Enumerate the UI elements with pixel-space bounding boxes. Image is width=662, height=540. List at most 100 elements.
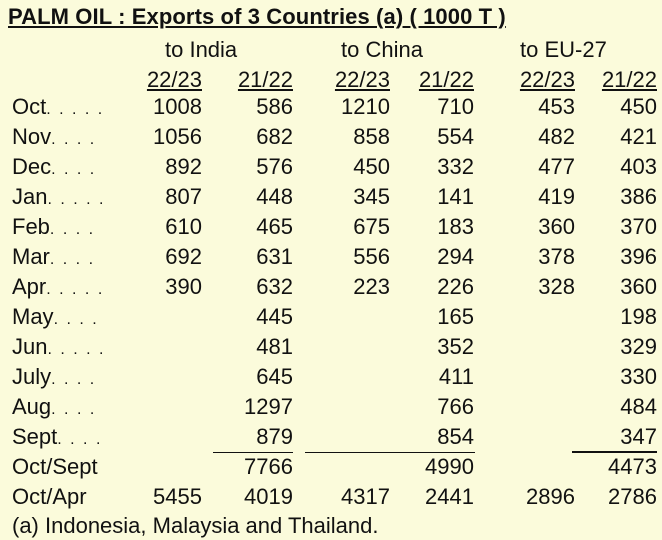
table-cell: 692 [165, 244, 202, 269]
table-row: Jan. . . . . 807 448 345 141 419 386 [0, 184, 662, 214]
table-cell: 328 [538, 274, 575, 299]
subheader-eu27-2122: 21/22 [601, 67, 657, 92]
table-cell: 484 [620, 394, 657, 419]
table-cell: 1210 [341, 94, 390, 119]
table-cell: 226 [437, 274, 474, 299]
subheader-india-2223: 22/23 [146, 67, 202, 92]
table-cell: 352 [437, 334, 474, 359]
table-row: July. . . . 645 411 330 [0, 364, 662, 394]
row-label-dots: . . . . . [46, 281, 105, 298]
group-header-india: to India [165, 37, 238, 62]
row-label-dots: . . . . . [47, 191, 106, 208]
subheader-india-2122: 21/22 [237, 67, 293, 92]
table-cell: 141 [437, 184, 474, 209]
table-row: Aug. . . . 1297 766 484 [0, 394, 662, 424]
table-cell: 586 [256, 94, 293, 119]
table-cell: 332 [437, 154, 474, 179]
table-cell: 482 [538, 124, 575, 149]
row-label-text: Mar [12, 244, 50, 269]
row-label-text: Dec [12, 154, 52, 179]
table-cell: 892 [165, 154, 202, 179]
table-cell: 554 [437, 124, 474, 149]
row-label-dots: . . . . [51, 161, 97, 178]
table-row: Oct. . . . . 1008 586 1210 710 453 450 [0, 94, 662, 124]
table-row: Oct/Apr 5455 4019 4317 2441 2896 2786 [0, 484, 662, 514]
table-cell: 390 [165, 274, 202, 299]
table-cell: 370 [620, 214, 657, 239]
row-label-dots: . . . . [57, 431, 103, 448]
table-row: Feb. . . . 610 465 675 183 360 370 [0, 214, 662, 244]
table-row: Oct/Sept 7766 4990 4473 [0, 454, 662, 484]
table-cell: 396 [620, 244, 657, 269]
subheader-china-2122: 21/22 [418, 67, 474, 92]
row-label-text: Aug [12, 394, 52, 419]
table-cell: 450 [620, 94, 657, 119]
table-row: May. . . . 445 165 198 [0, 304, 662, 334]
row-label-dots: . . . . [51, 401, 97, 418]
row-label: May. . . . [12, 304, 99, 330]
row-label-text: Jun [12, 334, 48, 359]
group-header-china: to China [341, 37, 423, 62]
table-cell: 411 [438, 364, 474, 389]
table-cell: 421 [620, 124, 657, 149]
subheader-china-2223: 22/23 [334, 67, 390, 92]
table-cell: 1297 [244, 394, 293, 419]
group-header-eu27: to EU-27 [520, 37, 607, 62]
table-cell: 5455 [153, 484, 202, 509]
table-cell: 360 [538, 214, 575, 239]
table-cell: 386 [620, 184, 657, 209]
table-row: Apr. . . . . 390 632 223 226 328 360 [0, 274, 662, 304]
table-cell: 4317 [341, 484, 390, 509]
row-label-text: July [12, 364, 52, 389]
row-label-text: Feb [12, 214, 50, 239]
table-cell: 477 [538, 154, 575, 179]
table-cell: 1056 [153, 124, 202, 149]
table-cell: 345 [353, 184, 390, 209]
table-cell: 329 [620, 334, 657, 359]
row-label-text: Jan [12, 184, 48, 209]
row-label-dots: . . . . [49, 251, 96, 268]
row-label-dots: . . . . [49, 221, 96, 238]
total-rule-eu27 [572, 451, 657, 453]
table-cell: 682 [256, 124, 293, 149]
table-cell: 481 [256, 334, 293, 359]
subheader-eu27-2223: 22/23 [519, 67, 575, 92]
row-label-text: May [12, 304, 54, 329]
table-cell: 223 [353, 274, 390, 299]
row-label: Oct. . . . . [12, 94, 104, 120]
row-label-text: Sept [12, 424, 58, 449]
table-cell: 2441 [425, 484, 474, 509]
row-label: Dec. . . . [12, 154, 96, 180]
total-rule-china [305, 452, 475, 453]
row-label-text: Oct/Apr [12, 484, 87, 509]
table-cell: 4019 [244, 484, 293, 509]
table-row: Sept. . . . 879 854 347 [0, 424, 662, 454]
row-label-dots: . . . . [51, 131, 97, 148]
table-cell: 4990 [425, 454, 474, 479]
table-cell: 766 [437, 394, 474, 419]
table-cell: 347 [620, 424, 657, 449]
table-cell: 576 [256, 154, 293, 179]
table-title: PALM OIL : Exports of 3 Countries (a) ( … [8, 4, 506, 29]
row-label: Apr. . . . . [12, 274, 104, 300]
total-rule-india [213, 452, 293, 453]
table-cell: 165 [437, 304, 474, 329]
table-cell: 198 [620, 304, 657, 329]
table-cell: 879 [256, 424, 293, 449]
row-label-text: Oct [12, 94, 47, 119]
table-row: Dec. . . . 892 576 450 332 477 403 [0, 154, 662, 184]
table-cell: 378 [538, 244, 575, 269]
table-cell: 631 [256, 244, 293, 269]
row-label: Oct/Sept [12, 454, 98, 480]
row-label: July. . . . [12, 364, 96, 390]
table-cell: 858 [353, 124, 390, 149]
table-cell: 556 [353, 244, 390, 269]
table-cell: 610 [165, 214, 202, 239]
table-cell: 7766 [244, 454, 293, 479]
row-label-text: Apr [12, 274, 47, 299]
table-cell: 453 [538, 94, 575, 119]
table-cell: 403 [620, 154, 657, 179]
row-label-dots: . . . . [53, 311, 99, 328]
row-label: Jun. . . . . [12, 334, 106, 360]
row-label: Oct/Apr [12, 484, 87, 510]
